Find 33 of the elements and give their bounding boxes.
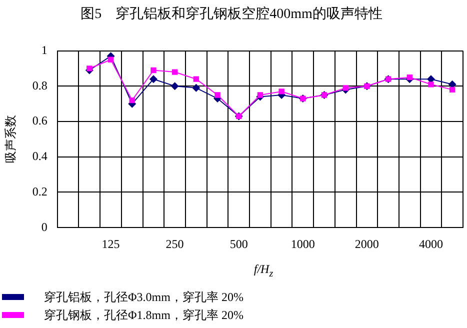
point [150, 67, 156, 74]
y-tick-label: 0.6 [32, 114, 48, 128]
point [193, 76, 199, 82]
point [428, 82, 434, 88]
x-tick-label: 1000 [290, 236, 315, 251]
point [257, 92, 264, 98]
point [192, 84, 200, 92]
point [450, 86, 456, 93]
x-tick-label: 500 [230, 236, 248, 251]
point [149, 75, 158, 84]
x-axis-title: f/H$_{z}$ [252, 262, 274, 282]
y-tick-label: 0 [41, 220, 48, 234]
x-tick-label: 125 [102, 236, 120, 251]
point [406, 74, 412, 80]
x-tick-label: 4000 [418, 236, 443, 251]
point [214, 92, 220, 98]
legend-label: 穿孔钢板，孔径Φ1.8mm，穿孔率 20% [44, 306, 244, 324]
x-tick-label: 250 [166, 236, 184, 251]
y-tick-label: 0.2 [32, 184, 48, 198]
point [172, 69, 178, 75]
y-tick-label: 0.8 [32, 78, 48, 92]
point [170, 82, 179, 90]
y-axis-title: 吸声系数 [3, 115, 18, 164]
point [129, 97, 135, 104]
point [342, 85, 348, 91]
y-tick-label: 0.4 [32, 149, 48, 164]
point [278, 88, 284, 94]
chart-title: 图5 穿孔铝板和穿孔钢板空腔400mm的吸声特性 [80, 6, 382, 22]
point [108, 56, 114, 62]
y-tick-label: 1 [41, 42, 48, 57]
x-tick-label: 2000 [354, 236, 379, 251]
point [86, 66, 92, 72]
legend-label: 穿孔铝板，孔径Φ3.0mm，穿孔率 20% [44, 288, 244, 306]
